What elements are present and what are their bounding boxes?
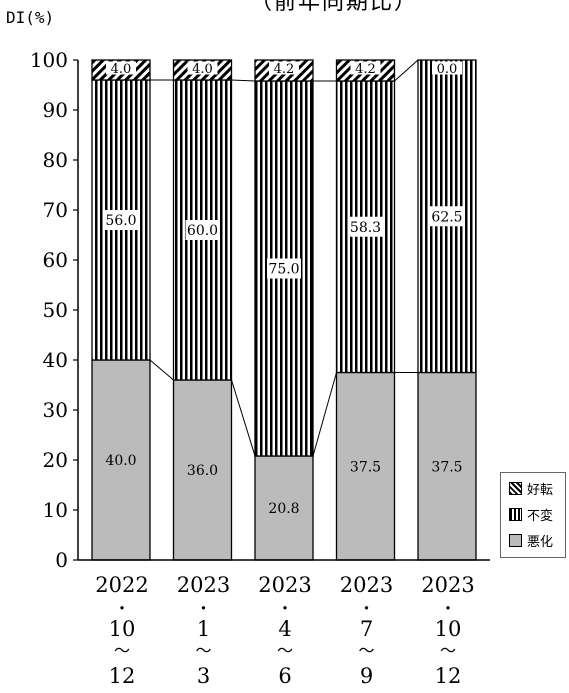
chart-title: （前年同期比） (250, 0, 419, 15)
data-label-bg (267, 258, 301, 279)
legend-swatch-same (509, 507, 522, 521)
x-tick-label: 12 (109, 664, 136, 688)
y-tick-label: 30 (43, 398, 68, 422)
data-label: 4.0 (192, 62, 213, 77)
data-label-bg (185, 460, 220, 480)
x-tick-label: 4 (278, 617, 291, 641)
data-label: 40.0 (105, 453, 136, 469)
x-tick-label: 2023 (340, 573, 393, 597)
data-label-bg (432, 61, 462, 75)
legend-label-same: 不変 (527, 508, 554, 524)
data-label-bg (267, 498, 301, 518)
connector-line (231, 79, 256, 82)
x-tick-label: 2022 (95, 573, 148, 597)
y-tick-label: 0 (55, 548, 68, 572)
y-tick-label: 70 (43, 198, 68, 222)
connector-line (231, 379, 256, 457)
data-label-bg (104, 450, 138, 470)
data-label: 75.0 (268, 262, 299, 278)
legend-item-good: 好転 (509, 479, 554, 498)
connector-line (149, 359, 174, 381)
data-label: 4.2 (274, 62, 295, 77)
x-tick-label: ・ (440, 599, 456, 618)
y-tick-label: 100 (30, 48, 68, 72)
x-tick-label: 2023 (177, 573, 230, 597)
x-tick-label: 3 (197, 664, 210, 688)
data-label: 60.0 (187, 223, 218, 239)
x-tick-label: 2023 (258, 573, 311, 597)
legend-swatch-bad (509, 533, 522, 547)
data-label: 62.5 (431, 209, 462, 225)
y-axis-unit-label: DI(%) (6, 8, 55, 27)
y-tick-label: 60 (43, 248, 68, 272)
data-label: 4.0 (111, 62, 132, 77)
x-tick-label: 9 (360, 664, 373, 688)
data-label: 37.5 (431, 459, 462, 475)
data-label: 4.2 (355, 62, 376, 77)
data-label-bg (187, 61, 218, 75)
data-label: 56.0 (105, 213, 136, 229)
x-tick-label: 〜 (358, 641, 374, 660)
data-label: 0.0 (437, 62, 458, 77)
x-tick-label: ・ (277, 599, 293, 618)
x-tick-label: 1 (197, 617, 210, 641)
connector-line (312, 372, 337, 457)
x-tick-label: ・ (195, 599, 211, 618)
x-tick-label: 7 (360, 617, 373, 641)
y-tick-label: 40 (43, 348, 68, 372)
data-label: 20.8 (268, 501, 299, 517)
connector-line (394, 59, 419, 82)
data-label: 58.3 (350, 220, 381, 236)
data-label-bg (106, 61, 136, 75)
legend-item-bad: 悪化 (509, 531, 554, 550)
legend-swatch-good (509, 481, 522, 495)
legend-label-good: 好転 (527, 482, 554, 498)
x-tick-label: ・ (114, 599, 130, 618)
bar-segment-same (335, 80, 396, 374)
y-tick-label: 10 (43, 498, 68, 522)
legend-item-same: 不変 (509, 505, 554, 524)
y-tick-label: 50 (43, 298, 68, 322)
data-label-bg (269, 61, 299, 75)
x-tick-label: 〜 (440, 641, 456, 660)
data-label-bg (350, 61, 381, 75)
data-label-bg (430, 206, 464, 227)
y-tick-label: 80 (43, 148, 68, 172)
data-label: 36.0 (187, 463, 218, 479)
x-tick-label: 〜 (114, 641, 130, 660)
x-tick-label: ・ (358, 599, 374, 618)
x-tick-label: 10 (435, 617, 462, 641)
y-tick-label: 90 (43, 98, 68, 122)
x-tick-label: 12 (435, 664, 462, 688)
x-tick-label: 10 (109, 617, 136, 641)
x-tick-label: 6 (278, 664, 291, 688)
legend: 好転 不変 悪化 (500, 472, 566, 558)
data-label: 37.5 (350, 459, 381, 475)
data-label-bg (348, 216, 383, 237)
x-tick-label: 2023 (421, 573, 474, 597)
x-tick-label: 〜 (195, 641, 211, 660)
data-label-bg (430, 456, 464, 477)
x-tick-label: 〜 (277, 641, 293, 660)
data-label-bg (104, 210, 138, 230)
data-label-bg (348, 456, 383, 477)
data-label-bg (185, 220, 220, 240)
y-tick-label: 20 (43, 448, 68, 472)
legend-label-bad: 悪化 (527, 534, 554, 550)
